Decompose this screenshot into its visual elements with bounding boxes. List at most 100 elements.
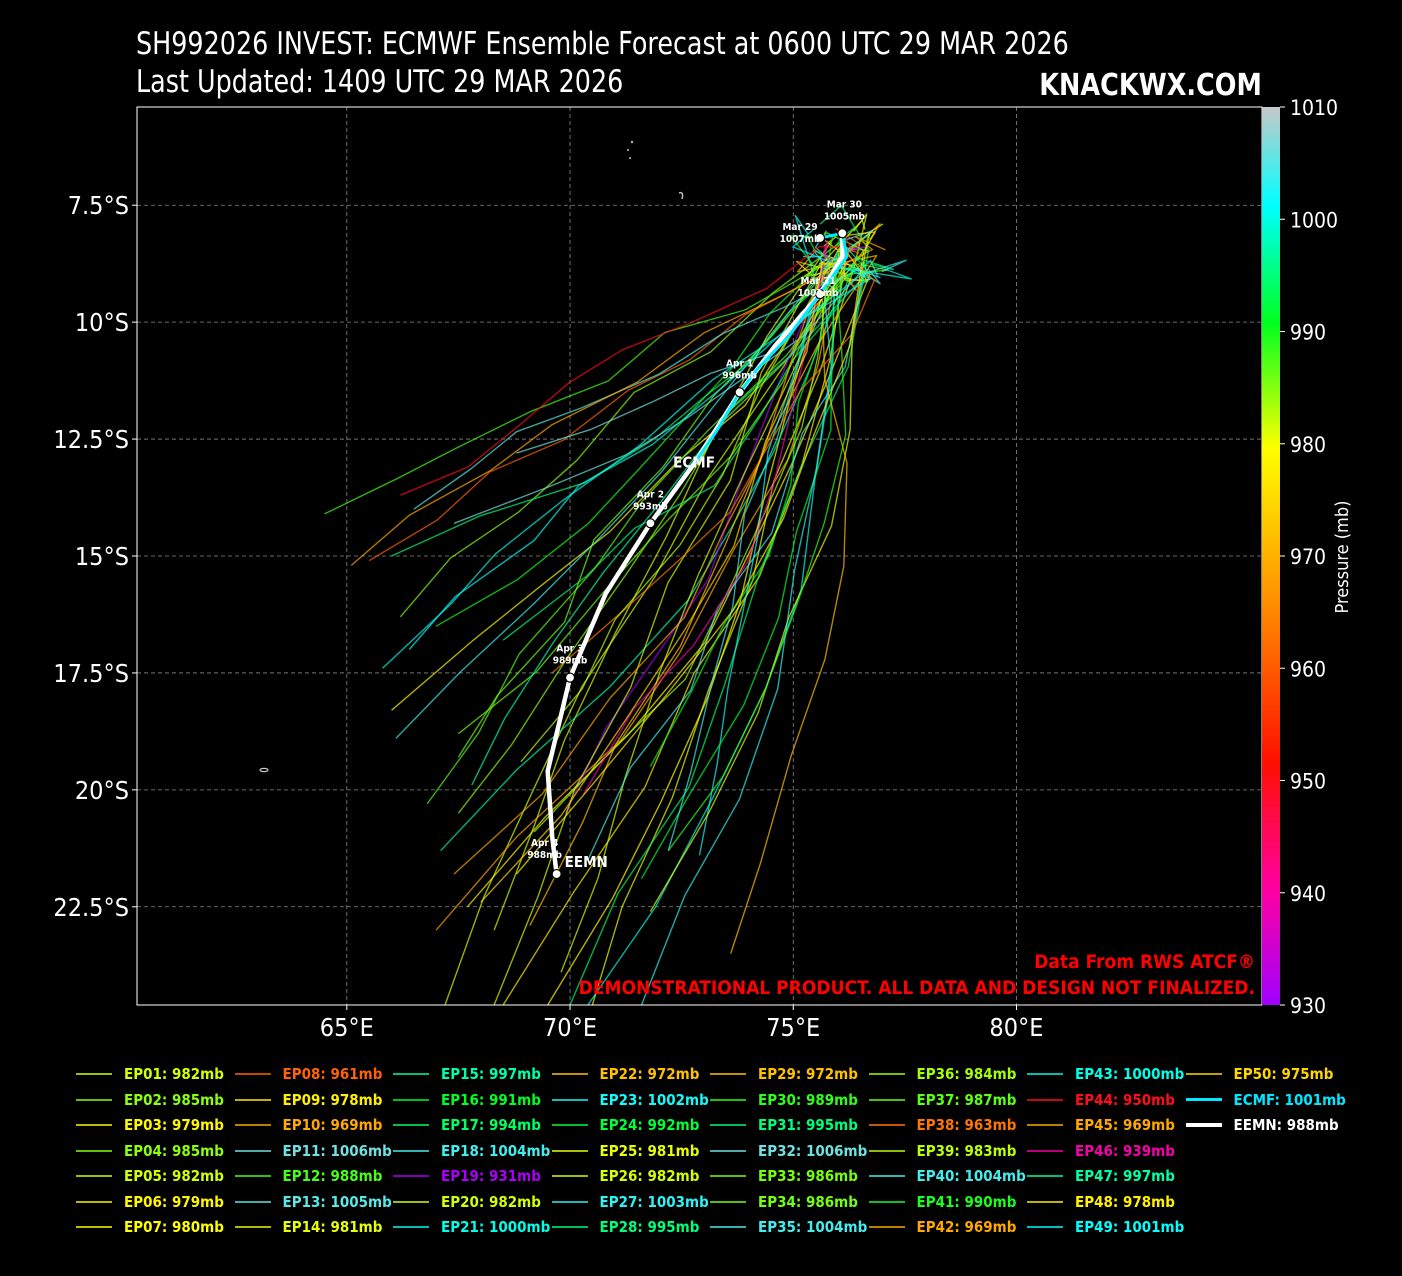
legend-item-ep38: EP38: 963mb <box>868 1114 1016 1136</box>
track-point-pressure-3: 996mb <box>722 370 757 381</box>
track-point-4 <box>645 518 656 529</box>
legend-item-ep50: EP50: 975mb <box>1185 1063 1333 1085</box>
legend-swatch <box>868 1149 905 1152</box>
legend-item-ep14: EP14: 981mb <box>234 1216 382 1238</box>
track-point-date-3: Apr 1 <box>726 358 753 369</box>
y-tick-label-3: 15°S <box>75 542 129 571</box>
legend-item-ep05: EP05: 982mb <box>76 1165 224 1187</box>
legend-item-ep15: EP15: 997mb <box>393 1063 541 1085</box>
y-tick-label-1: 10°S <box>75 308 129 337</box>
x-tick-label-3: 80°E <box>989 1013 1043 1042</box>
brand-logo-text: KNACKWX.COM <box>1039 68 1262 103</box>
legend-item-ep34: EP34: 986mb <box>710 1191 858 1213</box>
island-outlines <box>259 140 684 773</box>
track-ep27 <box>640 255 832 1005</box>
legend-label: EP44: 950mb <box>1075 1090 1175 1109</box>
legend-swatch <box>234 1226 271 1228</box>
legend-item-ep06: EP06: 979mb <box>76 1191 224 1213</box>
legend-item-ep07: EP07: 980mb <box>76 1216 224 1238</box>
track-point-1 <box>837 228 848 239</box>
legend-swatch <box>551 1073 588 1075</box>
legend-swatch <box>551 1149 588 1152</box>
legend-swatch <box>1027 1149 1063 1152</box>
track-point-0 <box>814 232 826 244</box>
track-ep39 <box>520 247 841 763</box>
track-ep21 <box>587 266 912 1005</box>
legend-item-ep02: EP02: 985mb <box>76 1089 224 1111</box>
legend-swatch <box>1027 1200 1063 1203</box>
track-point-2 <box>814 288 826 300</box>
track-ep23 <box>698 214 818 856</box>
legend-swatch <box>1027 1073 1063 1075</box>
legend-item-ep26: EP26: 982mb <box>551 1165 699 1187</box>
legend-item-ep28: EP28: 995mb <box>551 1216 699 1238</box>
legend-label: EP13: 1005mb <box>282 1192 392 1211</box>
legend-item-eemn: EEMN: 988mb <box>1185 1114 1339 1136</box>
legend-item-ep44: EP44: 950mb <box>1027 1089 1175 1111</box>
track-ep25 <box>649 223 884 912</box>
legend-label: EP25: 981mb <box>599 1141 700 1160</box>
legend-label: EP07: 980mb <box>124 1218 224 1236</box>
legend-label: EP33: 986mb <box>758 1167 858 1185</box>
colorbar-tick-label-8: 930 <box>1290 994 1326 1018</box>
legend-swatch <box>868 1124 905 1126</box>
legend-item-ep30: EP30: 989mb <box>710 1089 858 1111</box>
legend-label: EP36: 984mb <box>916 1065 1017 1083</box>
legend-swatch <box>393 1149 429 1152</box>
legend-swatch <box>1185 1098 1222 1101</box>
legend-swatch <box>234 1149 271 1152</box>
track-ecmf <box>693 231 849 464</box>
legend-swatch <box>551 1200 588 1203</box>
legend-label: EP42: 969mb <box>916 1218 1017 1236</box>
legend-swatch <box>551 1226 588 1228</box>
legend-swatch <box>710 1149 746 1152</box>
track-ep44 <box>400 232 851 496</box>
track-ep46 <box>582 240 838 795</box>
island-rodrigues <box>259 767 269 773</box>
legend-swatch <box>393 1124 429 1126</box>
colorbar-tick-label-0: 1010 <box>1290 96 1338 120</box>
y-tick-label-0: 7.5°S <box>68 191 129 220</box>
colorbar-label: Pressure (mb) <box>1332 501 1353 614</box>
island-dot-1 <box>630 140 634 144</box>
legend-swatch <box>710 1200 746 1203</box>
track-point-pressure-6: 988mb <box>527 850 562 861</box>
legend-item-ep35: EP35: 1004mb <box>710 1216 867 1238</box>
colorbar-tick-label-1: 1000 <box>1290 208 1338 232</box>
track-point-date-5: Apr 3 <box>556 644 583 655</box>
legend-item-ecmf: ECMF: 1001mb <box>1185 1089 1346 1111</box>
track-ep50 <box>480 262 850 903</box>
main-tracks <box>545 231 849 875</box>
track-ep34 <box>457 263 840 758</box>
legend-label: EP46: 939mb <box>1075 1141 1175 1160</box>
colorbar-tick-label-4: 970 <box>1290 545 1326 569</box>
track-point-pressure-0: 1007mb <box>780 234 821 245</box>
legend-swatch <box>1027 1098 1063 1101</box>
legend-item-ep09: EP09: 978mb <box>234 1089 382 1111</box>
legend-item-ep25: EP25: 981mb <box>551 1140 700 1162</box>
legend-swatch <box>1027 1226 1063 1228</box>
legend-swatch <box>76 1149 112 1152</box>
track-ep47 <box>471 227 869 786</box>
track-ep26 <box>560 266 870 973</box>
legend-swatch <box>234 1175 271 1177</box>
legend-label: EP02: 985mb <box>124 1090 224 1109</box>
legend-label: EP03: 979mb <box>124 1116 224 1134</box>
legend-swatch <box>393 1073 429 1075</box>
legend-label: EP41: 990mb <box>916 1192 1017 1211</box>
legend-label: EP05: 982mb <box>124 1167 224 1185</box>
legend-label: EP19: 931mb <box>441 1167 541 1185</box>
track-ep31 <box>391 231 846 557</box>
legend-item-ep33: EP33: 986mb <box>710 1165 858 1187</box>
y-tick-label-4: 17.5°S <box>53 659 129 688</box>
legend-label: EP39: 983mb <box>916 1141 1017 1160</box>
legend-label: EP34: 986mb <box>758 1192 858 1211</box>
colorbar <box>1262 107 1280 1005</box>
legend-swatch <box>234 1073 271 1075</box>
track-ep38 <box>551 246 875 674</box>
legend-label: EP08: 961mb <box>282 1065 383 1083</box>
legend-item-ep24: EP24: 992mb <box>551 1114 699 1136</box>
legend-swatch <box>868 1098 905 1101</box>
chart-title: SH992026 INVEST: ECMWF Ensemble Forecast… <box>136 26 1069 62</box>
